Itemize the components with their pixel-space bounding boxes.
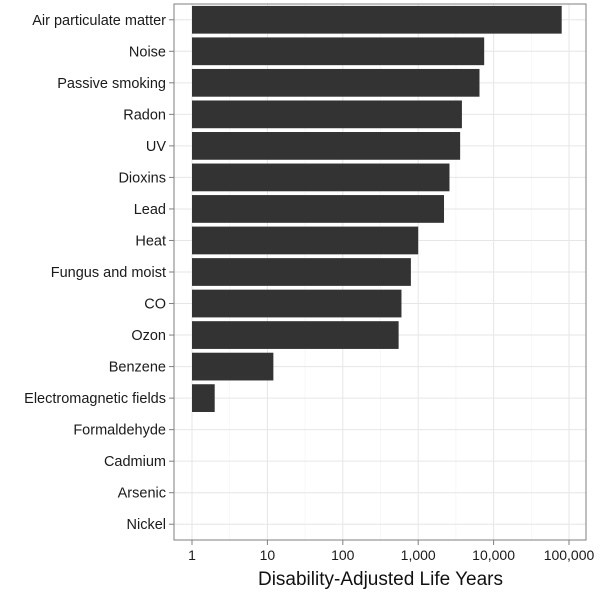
bar-lead xyxy=(192,195,445,223)
bar-uv xyxy=(192,132,461,160)
x-tick-label: 1 xyxy=(188,547,196,563)
category-label: Noise xyxy=(129,44,166,60)
x-tick-label: 100 xyxy=(331,547,355,563)
bar-co xyxy=(192,289,402,318)
bar-electromagnetic-fields xyxy=(192,384,215,412)
bar-heat xyxy=(192,226,419,255)
bar-benzene xyxy=(192,352,274,381)
bar-noise xyxy=(192,37,485,66)
x-axis-title: Disability-Adjusted Life Years xyxy=(258,569,503,590)
category-label: Heat xyxy=(135,233,166,249)
bar-passive-smoking xyxy=(192,68,480,97)
category-label: Electromagnetic fields xyxy=(24,391,166,407)
bars xyxy=(192,5,562,412)
category-label: Ozon xyxy=(131,328,166,344)
category-label: Radon xyxy=(123,107,166,123)
category-label: Dioxins xyxy=(118,170,166,186)
bar-dioxins xyxy=(192,163,450,192)
category-labels: Air particulate matter Noise Passive smoki… xyxy=(24,13,174,533)
category-label: Nickel xyxy=(127,517,166,533)
bar-fungus-and-moist xyxy=(192,258,411,286)
x-tick-label: 10,000 xyxy=(472,547,515,563)
x-tick-label: 100,000 xyxy=(544,547,595,563)
bar-radon xyxy=(192,100,462,129)
category-label: Benzene xyxy=(109,360,166,376)
category-label: Passive smoking xyxy=(57,76,166,92)
category-label: Fungus and moist xyxy=(51,265,166,281)
category-label: Lead xyxy=(134,202,166,218)
x-tick-label: 1,000 xyxy=(401,547,436,563)
x-tick-label: 10 xyxy=(260,547,276,563)
category-label: CO xyxy=(144,297,166,313)
category-label: Formaldehyde xyxy=(73,423,166,439)
category-label: Cadmium xyxy=(104,454,166,470)
category-label: UV xyxy=(146,139,166,155)
bar-ozon xyxy=(192,321,399,349)
x-tick-labels: 1 10 100 1,000 10,000 100,000 xyxy=(188,540,595,563)
category-label: Arsenic xyxy=(118,486,166,502)
bar-air-particulate-matter xyxy=(192,5,562,34)
category-label: Air particulate matter xyxy=(32,13,166,29)
